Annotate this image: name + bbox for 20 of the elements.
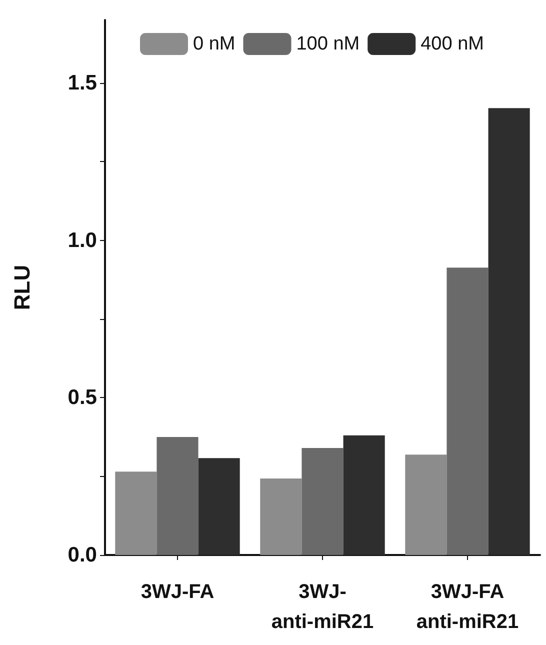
bar xyxy=(156,436,198,555)
bar xyxy=(198,458,240,555)
y-tick-label: 1.0 xyxy=(68,228,97,252)
legend-label: 400 nM xyxy=(420,34,484,54)
y-tick-label: 0.5 xyxy=(68,386,98,410)
x-tick-label: 3WJ-FA anti-miR21 xyxy=(416,581,519,633)
y-tick-label: 1.5 xyxy=(68,71,98,94)
legend-label: 100 nM xyxy=(296,34,360,54)
bar xyxy=(446,268,488,555)
bar xyxy=(488,108,530,555)
bar xyxy=(343,435,385,555)
bar xyxy=(260,478,302,555)
bar xyxy=(405,454,447,555)
legend-label: 0 nM xyxy=(193,34,236,54)
bar xyxy=(115,472,157,555)
x-tick-label: 3WJ-FA xyxy=(140,581,214,603)
x-tick-label: 3WJ- anti-miR21 xyxy=(271,581,374,633)
y-axis-title: RLU xyxy=(10,264,34,310)
y-tick-label: 0.0 xyxy=(68,544,97,566)
bar xyxy=(302,448,344,555)
